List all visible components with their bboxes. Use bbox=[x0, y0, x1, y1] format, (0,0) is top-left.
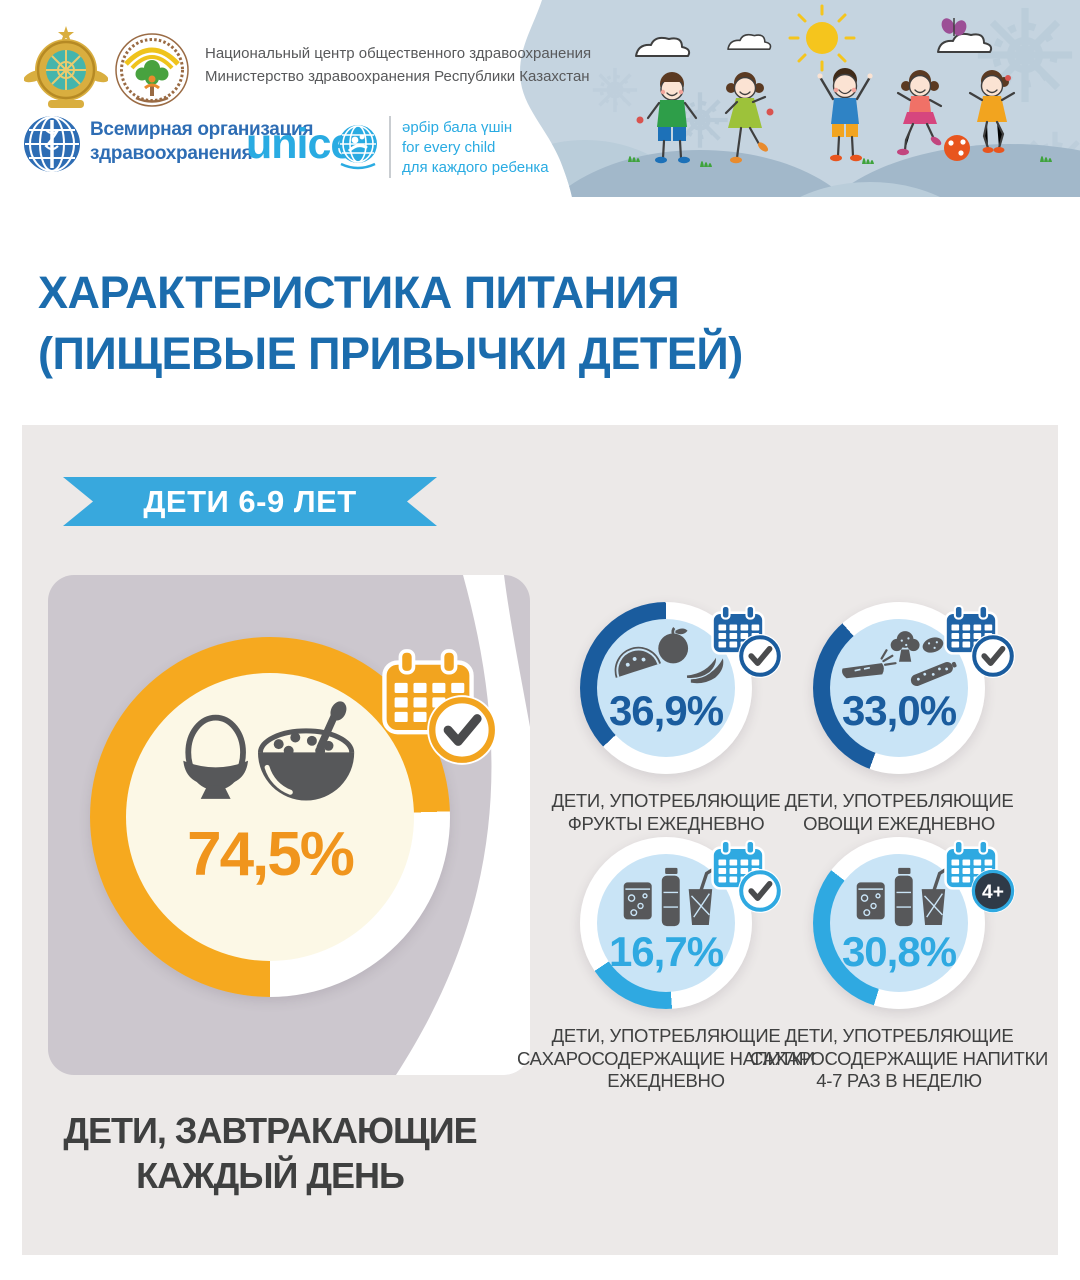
breakfast-label-line1: ДЕТИ, ЗАВТРАКАЮЩИЕ bbox=[63, 1110, 477, 1151]
grass-flowers bbox=[628, 108, 1052, 167]
unicef-tagline: әрбір бала үшін for every child для кажд… bbox=[402, 118, 549, 178]
vegetables-daily-stat: 33,0% ДЕТИ, УПОТРЕБЛЯЮЩИЕ ОВОЩИ ЕЖЕДНЕВН… bbox=[749, 602, 1049, 882]
vegetables-calendar-badge bbox=[943, 604, 1043, 694]
who-name-line1: Всемирная организация bbox=[90, 119, 314, 140]
unicef-tagline-kk: әрбір бала үшін bbox=[402, 119, 513, 136]
breakfast-percentage: 74,5% bbox=[187, 820, 355, 889]
breakfast-stat-label: ДЕТИ, ЗАВТРАКАЮЩИЕ КАЖДЫЙ ДЕНЬ bbox=[50, 1108, 490, 1198]
public-health-center-logo bbox=[115, 33, 189, 107]
who-name-text: Всемирная организация здравоохранения bbox=[90, 118, 313, 166]
check-badge-icon bbox=[424, 692, 500, 768]
sugary-drinks-icon bbox=[856, 867, 948, 927]
org-line-1: Национальный центр общественного здравоо… bbox=[205, 45, 592, 62]
sugary-drinks-weekly-stat-label: ДЕТИ, УПОТРЕБЛЯЮЩИЕ САХАРОСОДЕРЖАЩИЕ НАП… bbox=[749, 1025, 1049, 1091]
svg-text:4+: 4+ bbox=[982, 882, 1004, 903]
fruits-stat-label: ДЕТИ, УПОТРЕБЛЯЮЩИЕ ФРУКТЫ ЕЖЕДНЕВНО bbox=[551, 790, 781, 834]
unicef-globe-icon bbox=[339, 125, 377, 170]
breakfast-icon bbox=[183, 701, 355, 801]
fruits-percentage: 36,9% bbox=[608, 687, 724, 734]
sugary-drinks-daily-stat-label: ДЕТИ, УПОТРЕБЛЯЮЩИЕ САХАРОСОДЕРЖАЩИЕ НАП… bbox=[516, 1025, 816, 1091]
sugary-drinks-weekly-stat: 30,8% 4+ ДЕТИ, УПОТРЕБЛЯЮЩИЕ САХАРОСОДЕР… bbox=[749, 837, 1049, 1117]
four-plus-badge: 4+ bbox=[971, 869, 1015, 913]
age-group-ribbon: ДЕТИ 6-9 ЛЕТ bbox=[63, 477, 437, 526]
children-illustration bbox=[646, 68, 1016, 164]
sugary-drinks-weekly-calendar-badge: 4+ bbox=[943, 839, 1043, 929]
vegetables-icon bbox=[842, 631, 957, 687]
page-title-line2: (ПИЩЕВЫЕ ПРИВЫЧКИ ДЕТЕЙ) bbox=[38, 328, 743, 379]
clouds bbox=[635, 32, 993, 57]
sun-icon bbox=[788, 4, 856, 72]
sugary-drinks-weekly-donut-center: 30,8% bbox=[830, 854, 968, 992]
ball-icon bbox=[944, 135, 970, 161]
page-title: ХАРАКТЕРИСТИКА ПИТАНИЯ (ПИЩЕВЫЕ ПРИВЫЧКИ… bbox=[38, 262, 743, 384]
who-logo bbox=[24, 116, 80, 172]
page-title-line1: ХАРАКТЕРИСТИКА ПИТАНИЯ bbox=[38, 267, 680, 318]
org-line-2: Министерство здравоохранения Республики … bbox=[205, 68, 590, 85]
sugary-drinks-weekly-donut-chart: 30,8% bbox=[813, 837, 985, 1009]
kazakhstan-coat-of-arms-logo bbox=[24, 26, 108, 108]
age-group-label: ДЕТИ 6-9 ЛЕТ bbox=[143, 483, 357, 519]
butterfly-icon bbox=[941, 18, 967, 36]
sugary-drinks-icon bbox=[623, 867, 715, 927]
sugary-drinks-daily-percentage: 16,7% bbox=[608, 928, 724, 975]
sugary-drinks-weekly-percentage: 30,8% bbox=[841, 928, 957, 975]
breakfast-label-line2: КАЖДЫЙ ДЕНЬ bbox=[136, 1155, 405, 1196]
vegetables-stat-label: ДЕТИ, УПОТРЕБЛЯЮЩИЕ ОВОЩИ ЕЖЕДНЕВНО bbox=[784, 790, 1014, 834]
header-sky-illustration bbox=[520, 0, 1080, 197]
fruits-icon bbox=[614, 627, 724, 684]
check-badge-icon bbox=[969, 632, 1017, 680]
fruits-daily-stat: 36,9% ДЕТИ, УПОТРЕБЛЯЮЩИЕ ФРУКТЫ ЕЖЕДНЕВ… bbox=[516, 602, 816, 882]
unicef-tagline-en: for every child bbox=[402, 139, 496, 156]
unicef-tagline-ru: для каждого ребенка bbox=[402, 159, 549, 176]
unicef-divider bbox=[389, 116, 391, 178]
vegetables-percentage: 33,0% bbox=[841, 687, 957, 734]
who-name-line2: здравоохранения bbox=[90, 143, 253, 164]
breakfast-donut-center: 74,5% bbox=[126, 673, 414, 961]
sugary-drinks-daily-stat: 16,7% ДЕТИ, УПОТРЕБЛЯЮЩИЕ САХАРОСОДЕРЖАЩ… bbox=[516, 837, 816, 1117]
ministry-header-text: Национальный центр общественного здравоо… bbox=[205, 42, 591, 88]
